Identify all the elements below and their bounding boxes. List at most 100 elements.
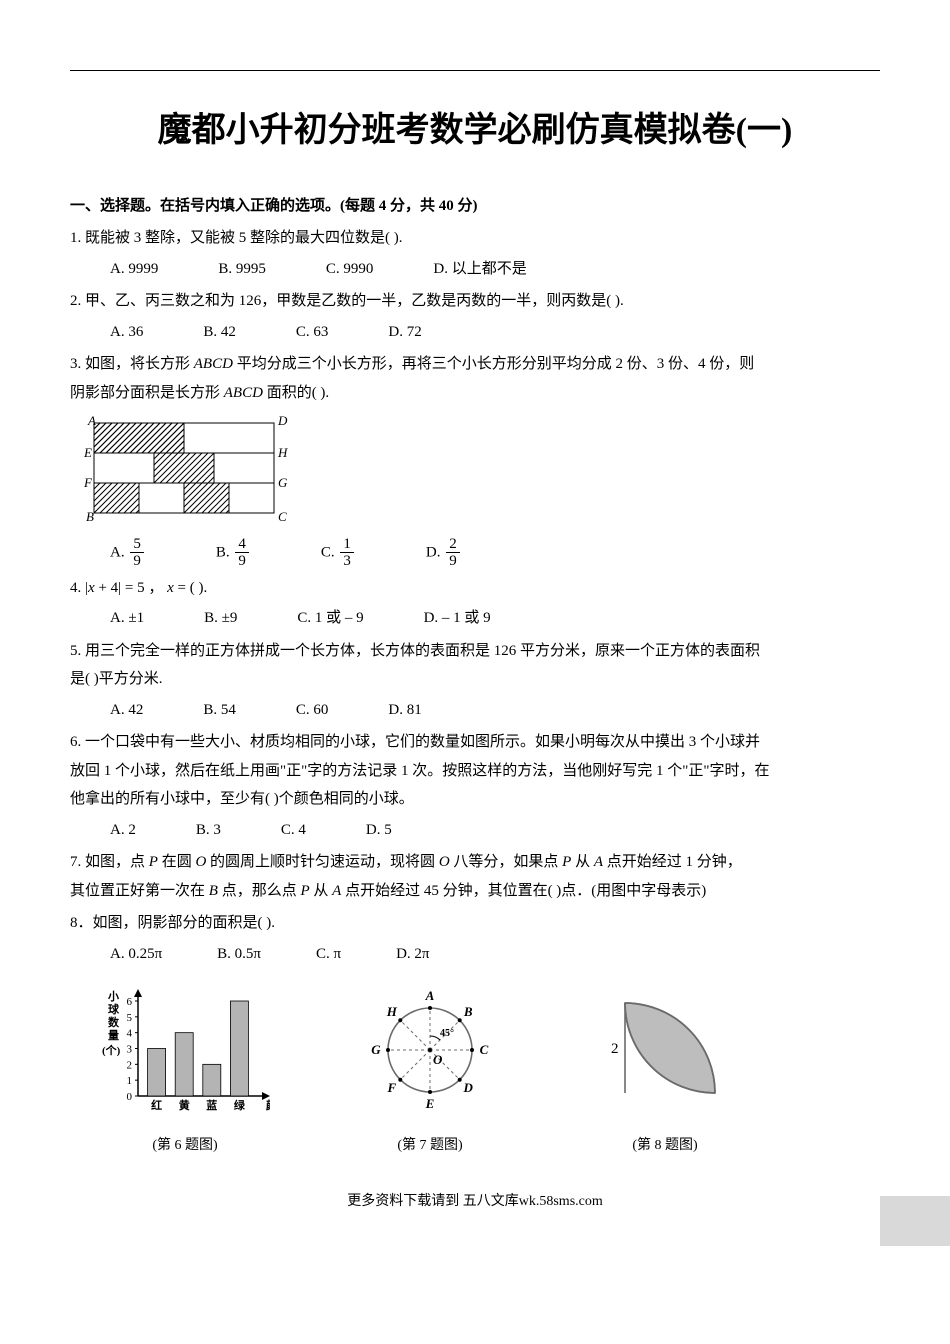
q1-opt-c: C. 9990 — [326, 255, 374, 284]
q8-opt-c: C. π — [316, 940, 341, 969]
svg-text:C: C — [480, 1042, 489, 1057]
svg-text:E: E — [83, 445, 92, 460]
question-3: 3. 如图，将长方形 ABCD 平均分成三个小长方形，再将三个小长方形分别平均分… — [70, 350, 880, 570]
svg-text:3: 3 — [127, 1044, 133, 1056]
q6-line1: 6. 一个口袋中有一些大小、材质均相同的小球，它们的数量如图所示。如果小明每次从… — [70, 728, 880, 757]
svg-text:蓝: 蓝 — [206, 1098, 217, 1112]
q8-opt-a: A. 0.25π — [110, 940, 162, 969]
q8-stem: 8．如图，阴影部分的面积是( ). — [70, 909, 880, 938]
svg-text:量: 量 — [108, 1029, 119, 1042]
page-corner-fold — [880, 1196, 950, 1246]
svg-text:B: B — [86, 509, 94, 523]
q5-opt-b: B. 54 — [203, 696, 236, 725]
page-title: 魔都小升初分班考数学必刷仿真模拟卷(一) — [70, 99, 880, 164]
svg-text:F: F — [386, 1080, 396, 1095]
q3-abcd-1: ABCD — [194, 356, 233, 372]
footer-text: 更多资料下载请到 五八文库wk.58sms.com — [70, 1189, 880, 1216]
svg-text:黄: 黄 — [179, 1098, 190, 1112]
q4-stem: 4. |x + 4| = 5 ， x = ( ). — [70, 574, 880, 603]
svg-text:F: F — [83, 475, 93, 490]
q4-opt-a: A. ±1 — [110, 604, 144, 633]
svg-text:D: D — [462, 1080, 473, 1095]
q4-opt-c: C. 1 或 – 9 — [297, 604, 363, 633]
svg-text:(个): (个) — [102, 1043, 121, 1057]
q1-opt-b: B. 9995 — [218, 255, 266, 284]
q3-text-2a: 阴影部分面积是长方形 — [70, 385, 224, 401]
q5-opt-d: D. 81 — [388, 696, 421, 725]
q2-options: A. 36 B. 42 C. 63 D. 72 — [110, 318, 880, 347]
svg-text:4: 4 — [127, 1028, 133, 1040]
q6-opt-c: C. 4 — [281, 816, 306, 845]
q3-text-2b: 面积的( ). — [263, 385, 329, 401]
svg-text:45°: 45° — [440, 1028, 454, 1039]
q6-opt-a: A. 2 — [110, 816, 136, 845]
svg-text:数: 数 — [108, 1015, 120, 1029]
question-5: 5. 用三个完全一样的正方体拼成一个长方体，长方体的表面积是 126 平方分米，… — [70, 637, 880, 725]
svg-text:球: 球 — [108, 1002, 120, 1016]
leaf-svg: 2 — [590, 988, 740, 1118]
q1-opt-d: D. 以上都不是 — [433, 255, 526, 284]
q4-options: A. ±1 B. ±9 C. 1 或 – 9 D. – 1 或 9 — [110, 604, 880, 633]
q7-line2: 其位置正好第一次在 B 点，那么点 P 从 A 点开始经过 45 分钟，其位置在… — [70, 877, 880, 906]
fig8-caption: (第 8 题图) — [590, 1133, 740, 1160]
svg-text:6: 6 — [127, 996, 133, 1008]
q3-opt-d: D. 29 — [426, 536, 462, 570]
q2-opt-b: B. 42 — [203, 318, 236, 347]
svg-text:2: 2 — [127, 1059, 133, 1071]
q3-figure: A D E H F G B C — [74, 413, 880, 534]
q5-line1: 5. 用三个完全一样的正方体拼成一个长方体，长方体的表面积是 126 平方分米，… — [70, 637, 880, 666]
svg-text:H: H — [386, 1004, 398, 1019]
top-rule — [70, 70, 880, 71]
svg-text:E: E — [425, 1096, 435, 1111]
svg-text:2: 2 — [611, 1041, 619, 1057]
q2-opt-c: C. 63 — [296, 318, 329, 347]
svg-text:B: B — [463, 1004, 473, 1019]
q8-opt-d: D. 2π — [396, 940, 429, 969]
q3-text-1: 3. 如图，将长方形 — [70, 356, 194, 372]
svg-text:5: 5 — [127, 1012, 133, 1024]
question-7: 7. 如图，点 P 在圆 O 的圆周上顺时针匀速运动，现将圆 O 八等分，如果点… — [70, 848, 880, 905]
svg-text:小: 小 — [107, 989, 119, 1003]
svg-text:A: A — [425, 988, 435, 1003]
q6-line2: 放回 1 个小球，然后在纸上用画"正"字的方法记录 1 次。按照这样的方法，当他… — [70, 757, 880, 786]
q6-opt-d: D. 5 — [366, 816, 392, 845]
bar-chart-svg: 0 1 2 3 4 5 6小球数量(个) 红 黄 蓝 绿 颜色 — [100, 978, 270, 1118]
q3-text-1b: 平均分成三个小长方形，再将三个小长方形分别平均分成 2 份、3 份、4 份，则 — [233, 356, 754, 372]
svg-text:绿: 绿 — [234, 1098, 246, 1112]
q1-options: A. 9999 B. 9995 C. 9990 D. 以上都不是 — [110, 255, 880, 284]
figure-6: 0 1 2 3 4 5 6小球数量(个) 红 黄 蓝 绿 颜色 (第 6 题图) — [100, 978, 270, 1159]
q1-stem: 1. 既能被 3 整除，又能被 5 整除的最大四位数是( ). — [70, 224, 880, 253]
svg-text:颜色: 颜色 — [266, 1098, 270, 1112]
q3-abcd-2: ABCD — [224, 385, 263, 401]
circle-svg: ABCDEFGHO45° — [360, 978, 500, 1118]
question-6: 6. 一个口袋中有一些大小、材质均相同的小球，它们的数量如图所示。如果小明每次从… — [70, 728, 880, 844]
q4-opt-d: D. – 1 或 9 — [424, 604, 491, 633]
figure-row: 0123456小球数量(个)红黄蓝绿颜色 (第 6 题图) ABCDEFGHO4… — [100, 978, 880, 1159]
q3-opt-a: A. 59 — [110, 536, 146, 570]
q2-stem: 2. 甲、乙、丙三数之和为 126，甲数是乙数的一半，乙数是丙数的一半，则丙数是… — [70, 287, 880, 316]
q6-line3: 他拿出的所有小球中，至少有( )个颜色相同的小球。 — [70, 785, 880, 814]
fig6-caption: (第 6 题图) — [100, 1133, 270, 1160]
svg-text:G: G — [278, 475, 288, 490]
q5-line2: 是( )平方分米. — [70, 665, 880, 694]
question-1: 1. 既能被 3 整除，又能被 5 整除的最大四位数是( ). A. 9999 … — [70, 224, 880, 283]
question-2: 2. 甲、乙、丙三数之和为 126，甲数是乙数的一半，乙数是丙数的一半，则丙数是… — [70, 287, 880, 346]
svg-text:1: 1 — [127, 1075, 133, 1087]
q7-line1: 7. 如图，点 P 在圆 O 的圆周上顺时针匀速运动，现将圆 O 八等分，如果点… — [70, 848, 880, 877]
q1-opt-a: A. 9999 — [110, 255, 158, 284]
q6-opt-b: B. 3 — [196, 816, 221, 845]
svg-text:红: 红 — [151, 1098, 162, 1112]
q3-options: A. 59 B. 49 C. 13 D. 29 — [110, 536, 880, 570]
svg-text:C: C — [278, 509, 287, 523]
q5-options: A. 42 B. 54 C. 60 D. 81 — [110, 696, 880, 725]
question-8: 8．如图，阴影部分的面积是( ). A. 0.25π B. 0.5π C. π … — [70, 909, 880, 968]
svg-text:0: 0 — [127, 1091, 133, 1103]
question-4: 4. |x + 4| = 5 ， x = ( ). A. ±1 B. ±9 C.… — [70, 574, 880, 633]
q3-line1: 3. 如图，将长方形 ABCD 平均分成三个小长方形，再将三个小长方形分别平均分… — [70, 350, 880, 379]
q3-opt-b: B. 49 — [216, 536, 251, 570]
q8-opt-b: B. 0.5π — [217, 940, 261, 969]
svg-text:O: O — [433, 1052, 443, 1067]
q2-opt-a: A. 36 — [110, 318, 143, 347]
svg-text:D: D — [277, 413, 288, 428]
q4-opt-b: B. ±9 — [204, 604, 237, 633]
